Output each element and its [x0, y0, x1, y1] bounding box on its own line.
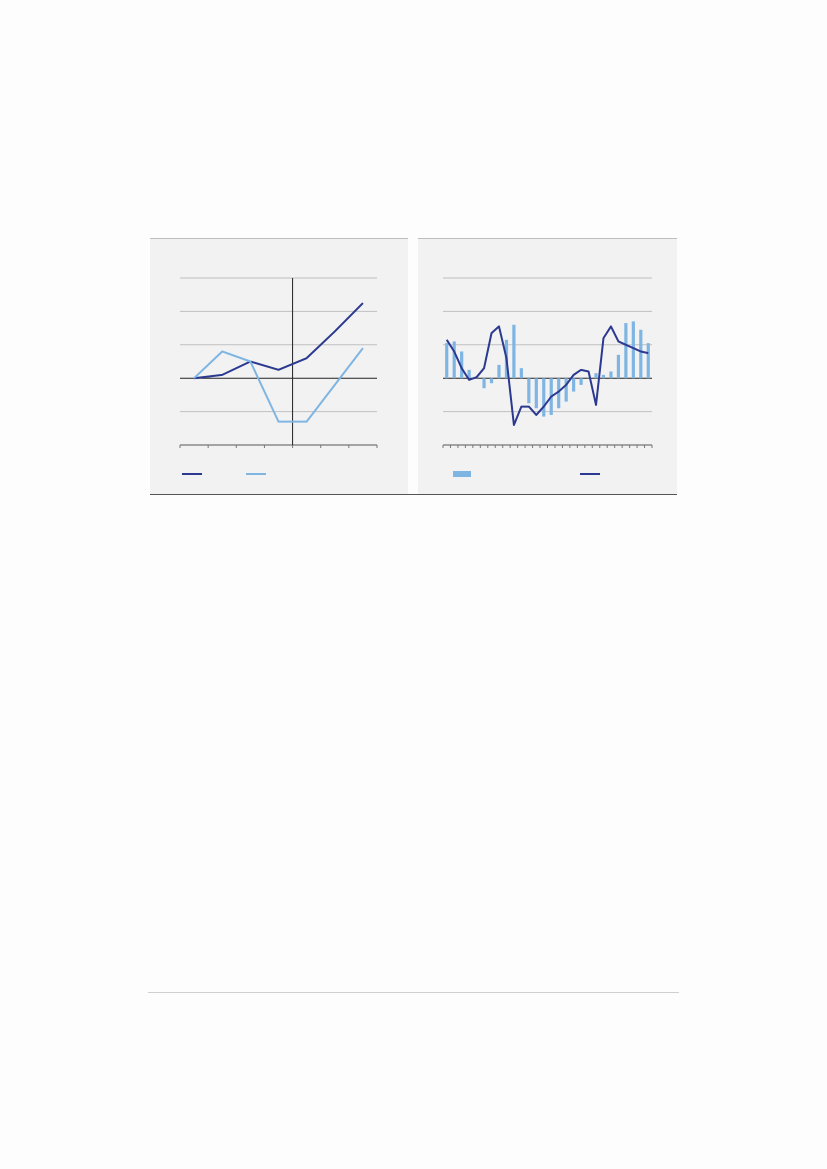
bar [639, 329, 643, 379]
bar [564, 378, 568, 402]
bar [579, 378, 583, 385]
bar [452, 341, 456, 379]
bar [631, 321, 635, 379]
bar [534, 378, 538, 409]
legend-swatch [453, 471, 471, 477]
bar [497, 364, 501, 379]
right-panel [418, 238, 677, 494]
series-line [193, 347, 364, 423]
bar [489, 378, 494, 384]
bar [557, 378, 561, 409]
bar [467, 369, 471, 379]
bar [572, 378, 576, 392]
bar [512, 324, 516, 379]
bar [527, 378, 531, 404]
bar [594, 373, 598, 379]
bar [445, 343, 449, 379]
series-line [193, 302, 364, 380]
bar [624, 323, 628, 379]
bar [609, 371, 613, 379]
bar [646, 343, 650, 379]
bar [586, 377, 591, 379]
bar [542, 378, 546, 417]
left-panel [150, 238, 408, 494]
bar [601, 374, 606, 379]
bar [460, 351, 464, 379]
bar [519, 368, 523, 379]
series-line [445, 325, 649, 426]
bar [616, 354, 621, 379]
bar [482, 378, 486, 389]
